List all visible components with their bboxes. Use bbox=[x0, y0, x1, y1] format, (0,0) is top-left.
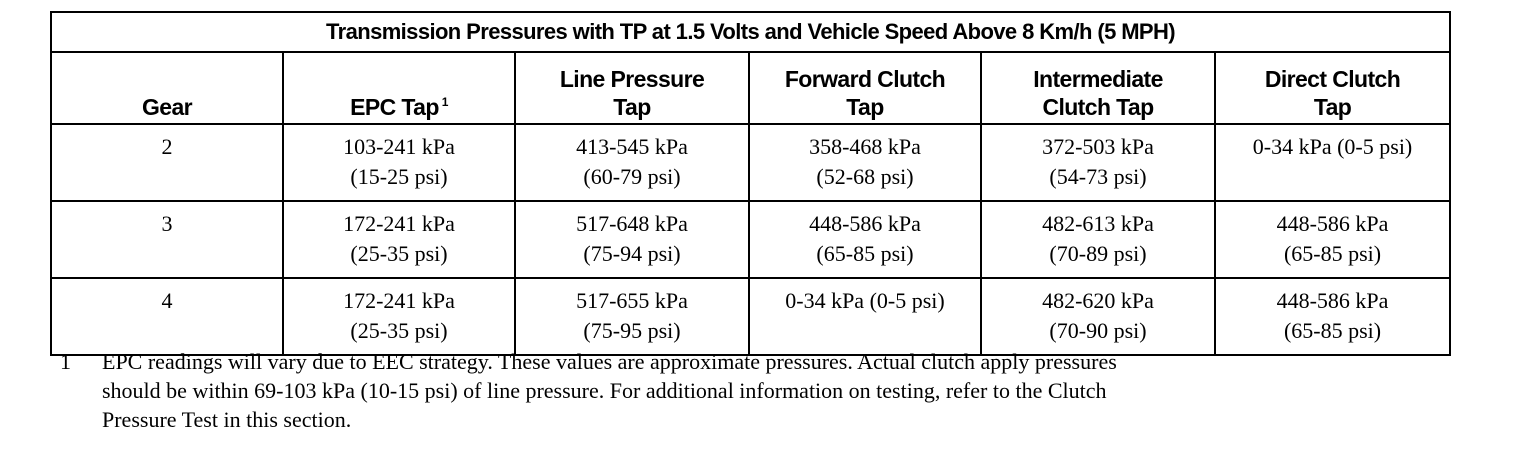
header-line: Clutch Tap bbox=[1042, 94, 1154, 120]
column-header: Gear bbox=[50, 51, 284, 125]
cell-line: 0-34 kPa (0-5 psi) bbox=[1252, 134, 1413, 159]
footnote-marker: 1 bbox=[60, 349, 71, 374]
cell-line: 372-503 kPa bbox=[1042, 134, 1154, 159]
cell-line: 4 bbox=[161, 288, 173, 313]
footnote-line: Pressure Test in this section. bbox=[102, 407, 352, 432]
cell-line: (75-94 psi) bbox=[583, 241, 681, 266]
cell-line: (54-73 psi) bbox=[1049, 164, 1147, 189]
header-line: EPC Tap 1 bbox=[350, 94, 449, 120]
cell-line: 448-586 kPa bbox=[1276, 288, 1389, 313]
column-header: EPC Tap 1 bbox=[282, 51, 516, 125]
cell-line: 517-655 kPa bbox=[576, 288, 688, 313]
cell-line: 172-241 kPa bbox=[343, 288, 455, 313]
column-header: Line Pressure Tap bbox=[514, 51, 750, 125]
header-line: Direct Clutch bbox=[1264, 66, 1401, 92]
header-line: Forward Clutch bbox=[784, 66, 946, 92]
cell: 448-586 kPa (65-85 psi) bbox=[748, 200, 982, 279]
header-line: Tap bbox=[1313, 94, 1352, 120]
cell-line: 413-545 kPa bbox=[576, 134, 688, 159]
data-row: 3 172-241 kPa (25-35 psi) 517-648 kPa (75-94… bbox=[50, 200, 1452, 279]
column-header: Direct Clutch Tap bbox=[1213, 51, 1452, 125]
cell-line: (60-79 psi) bbox=[583, 164, 681, 189]
cell-line: 172-241 kPa bbox=[343, 211, 455, 236]
footnote-line: should be within 69-103 kPa (10-15 psi) … bbox=[102, 378, 1107, 403]
cell: 517-655 kPa (75-95 psi) bbox=[514, 277, 750, 356]
data-row: 4 172-241 kPa (25-35 psi) 517-655 kPa (75-95… bbox=[50, 277, 1452, 356]
cell-line: (15-25 psi) bbox=[350, 164, 448, 189]
cell: 103-241 kPa (15-25 psi) bbox=[282, 123, 516, 202]
cell: 358-468 kPa (52-68 psi) bbox=[748, 123, 982, 202]
cell-line: (75-95 psi) bbox=[583, 318, 681, 343]
cell: 372-503 kPa (54-73 psi) bbox=[980, 123, 1216, 202]
cell-line: (25-35 psi) bbox=[350, 241, 448, 266]
cell: 413-545 kPa (60-79 psi) bbox=[514, 123, 750, 202]
footnote-ref: 1 bbox=[441, 95, 449, 110]
cell-line: (65-85 psi) bbox=[1283, 241, 1382, 266]
cell: 172-241 kPa (25-35 psi) bbox=[282, 277, 516, 356]
cell: 172-241 kPa (25-35 psi) bbox=[282, 200, 516, 279]
cell-line: (52-68 psi) bbox=[816, 164, 914, 189]
footnote-text: EPC readings will vary due to EEC strate… bbox=[102, 347, 1117, 434]
cell-line: 482-613 kPa bbox=[1042, 211, 1154, 236]
cell: 3 bbox=[50, 200, 284, 279]
cell-line: (65-85 psi) bbox=[1283, 318, 1382, 343]
header-line: Tap bbox=[846, 94, 884, 120]
table-body: 2 103-241 kPa (15-25 psi) 413-545 kPa (60-79… bbox=[50, 123, 1452, 356]
cell-line: 482-620 kPa bbox=[1042, 288, 1154, 313]
column-header: Intermediate Clutch Tap bbox=[980, 51, 1216, 125]
pressure-table: Transmission Pressures with TP at 1.5 Vo… bbox=[49, 11, 1452, 356]
header-row: Gear EPC Tap 1 Line Pressure Tap Forward Clut… bbox=[50, 51, 1452, 125]
cell-line: 448-586 kPa bbox=[809, 211, 921, 236]
cell-line: 0-34 kPa (0-5 psi) bbox=[785, 288, 945, 313]
header-line: Intermediate bbox=[1033, 66, 1163, 92]
header-line: Gear bbox=[141, 94, 193, 120]
cell: 482-620 kPa (70-90 psi) bbox=[980, 277, 1216, 356]
footnote-line: EPC readings will vary due to EEC strate… bbox=[102, 349, 1117, 374]
cell-line: 358-468 kPa bbox=[809, 134, 921, 159]
cell-line: 103-241 kPa bbox=[343, 134, 455, 159]
cell-line: (25-35 psi) bbox=[350, 318, 448, 343]
cell-line: (65-85 psi) bbox=[816, 241, 914, 266]
table-title: Transmission Pressures with TP at 1.5 Vo… bbox=[49, 11, 1452, 53]
cell-line: (70-90 psi) bbox=[1049, 318, 1147, 343]
cell: 0-34 kPa (0-5 psi) bbox=[748, 277, 982, 356]
cell-line: 517-648 kPa bbox=[576, 211, 688, 236]
header-line: Line Pressure bbox=[559, 66, 705, 92]
cell: 482-613 kPa (70-89 psi) bbox=[980, 200, 1216, 279]
cell: 448-586 kPa (65-85 psi) bbox=[1213, 200, 1452, 279]
cell: 517-648 kPa (75-94 psi) bbox=[514, 200, 750, 279]
cell: 2 bbox=[50, 123, 284, 202]
cell-line: 448-586 kPa bbox=[1276, 211, 1389, 236]
table-head: Transmission Pressures with TP at 1.5 Vo… bbox=[49, 11, 1452, 125]
cell: 0-34 kPa (0-5 psi) bbox=[1213, 123, 1452, 202]
cell-line: 2 bbox=[161, 134, 173, 159]
data-row: 2 103-241 kPa (15-25 psi) 413-545 kPa (60-79… bbox=[50, 123, 1452, 202]
cell-line: (70-89 psi) bbox=[1049, 241, 1147, 266]
column-header: Forward Clutch Tap bbox=[748, 51, 982, 125]
cell: 448-586 kPa (65-85 psi) bbox=[1213, 277, 1452, 356]
title-row: Transmission Pressures with TP at 1.5 Vo… bbox=[49, 11, 1452, 53]
cell-line: 3 bbox=[161, 211, 173, 236]
cell: 4 bbox=[50, 277, 284, 356]
header-line: Tap bbox=[613, 94, 651, 120]
